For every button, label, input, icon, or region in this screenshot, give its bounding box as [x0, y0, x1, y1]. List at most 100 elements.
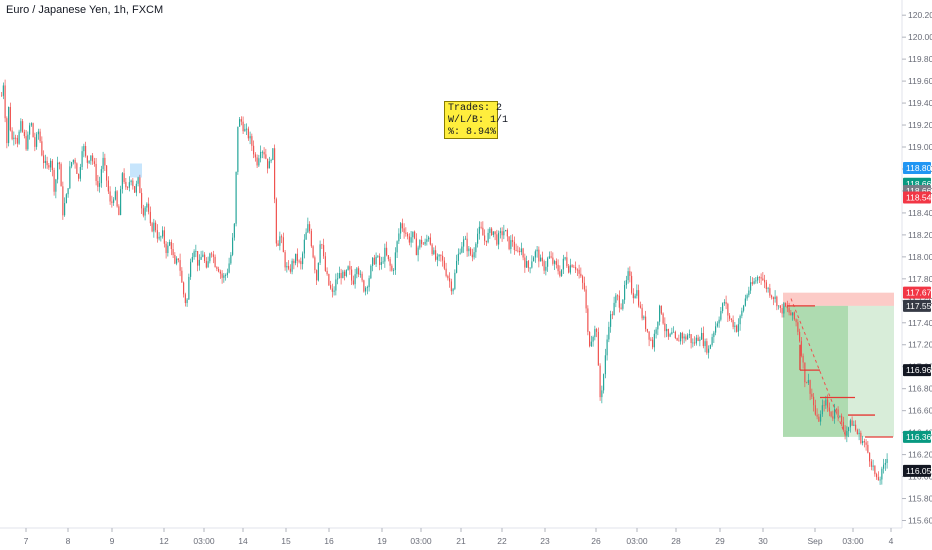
candle-502: [879, 476, 881, 485]
candle-312: [547, 256, 549, 272]
candle-504: [883, 458, 885, 474]
candle-119: [209, 252, 211, 264]
candle-93: [163, 226, 165, 248]
candle-418: [732, 315, 734, 330]
candle-30: [53, 167, 55, 196]
candle-140: [246, 123, 248, 136]
candle-287: [503, 224, 505, 240]
candle-290: [508, 236, 510, 251]
candle-325: [569, 258, 571, 275]
candle-329: [576, 268, 578, 276]
candle-321: [562, 254, 564, 275]
candle-364: [638, 284, 640, 308]
candle-146: [256, 154, 258, 168]
candle-439: [769, 283, 771, 298]
candle-66: [116, 190, 118, 208]
candle-182: [319, 240, 321, 265]
candle-3: [6, 116, 8, 149]
candle-409: [716, 321, 718, 328]
candle-463: [811, 388, 813, 400]
candle-26: [46, 156, 48, 169]
candle-267: [468, 245, 470, 257]
x-tick-label-11: 22: [497, 536, 507, 546]
candle-123: [216, 266, 218, 272]
candle-316: [554, 259, 556, 271]
candle-320: [561, 269, 563, 278]
candle-23: [41, 136, 43, 157]
stop-loss-zone[interactable]: [783, 292, 894, 306]
candle-475: [832, 410, 834, 422]
candle-73: [128, 176, 130, 192]
candle-282: [494, 231, 496, 241]
candle-365: [639, 301, 641, 309]
candle-488: [855, 420, 857, 432]
candle-78: [137, 176, 139, 187]
candle-162: [284, 249, 286, 271]
candle-131: [230, 252, 232, 265]
candle-299: [524, 253, 526, 273]
candle-291: [510, 235, 512, 254]
candle-91: [160, 235, 162, 242]
candle-426: [746, 293, 748, 301]
candle-220: [386, 241, 388, 257]
candle-190: [333, 286, 335, 296]
candle-11: [20, 118, 22, 134]
candle-450: [788, 302, 790, 316]
candle-81: [142, 204, 144, 218]
candle-124: [218, 266, 220, 273]
candle-459: [804, 362, 806, 388]
candle-228: [400, 222, 402, 240]
candle-85: [149, 206, 151, 226]
candle-355: [622, 299, 624, 311]
candle-240: [421, 235, 423, 248]
candle-59: [104, 153, 106, 171]
candle-107: [188, 273, 190, 301]
candle-134: [235, 171, 237, 227]
candle-4: [8, 106, 10, 147]
candle-136: [239, 117, 241, 127]
candle-402: [704, 338, 706, 353]
candle-389: [681, 331, 683, 345]
win-loss-breakeven: W/L/B: 1/1: [448, 115, 509, 126]
candle-296: [519, 247, 521, 256]
candle-391: [685, 334, 687, 342]
candle-121: [212, 250, 214, 264]
candle-105: [184, 292, 186, 307]
candle-506: [886, 453, 888, 469]
candle-212: [372, 257, 374, 272]
candle-318: [557, 259, 559, 275]
candle-152: [267, 158, 269, 174]
candle-428: [750, 276, 752, 294]
price-badge-0: 118.809: [903, 161, 932, 174]
candle-341: [597, 327, 599, 366]
candle-99: [174, 252, 176, 265]
candle-281: [492, 231, 494, 238]
price-axis[interactable]: 120.200 120.000 119.800 119.600 119.400 119.2…: [902, 10, 932, 526]
candle-477: [835, 407, 837, 415]
x-tick-label-8: 19: [377, 536, 387, 546]
y-tick-label-18: 116.600: [908, 406, 932, 416]
time-axis[interactable]: 7 8 9 12 03:00 14 15 16 19 03:00 21 22 23 26 03:00 28 29…: [24, 528, 894, 546]
candle-386: [676, 337, 678, 341]
candle-84: [148, 197, 150, 215]
candle-505: [884, 458, 886, 471]
candle-79: [139, 174, 141, 194]
candle-211: [370, 264, 372, 280]
candle-125: [219, 269, 221, 279]
candle-369: [646, 328, 648, 333]
trade-path-line: [790, 298, 847, 438]
candle-394: [690, 334, 692, 349]
trade-annotations: [130, 163, 893, 438]
target-zone[interactable]: [848, 305, 894, 437]
candle-465: [814, 399, 816, 416]
candle-41: [72, 159, 74, 165]
price-badge-7: 116.361: [903, 430, 932, 443]
candle-89: [156, 224, 158, 243]
candle-419: [734, 321, 736, 333]
candle-55: [97, 174, 99, 192]
y-tick-label-4: 119.400: [908, 98, 932, 108]
candle-482: [844, 425, 846, 440]
candle-263: [461, 241, 463, 254]
candle-444: [778, 305, 780, 310]
